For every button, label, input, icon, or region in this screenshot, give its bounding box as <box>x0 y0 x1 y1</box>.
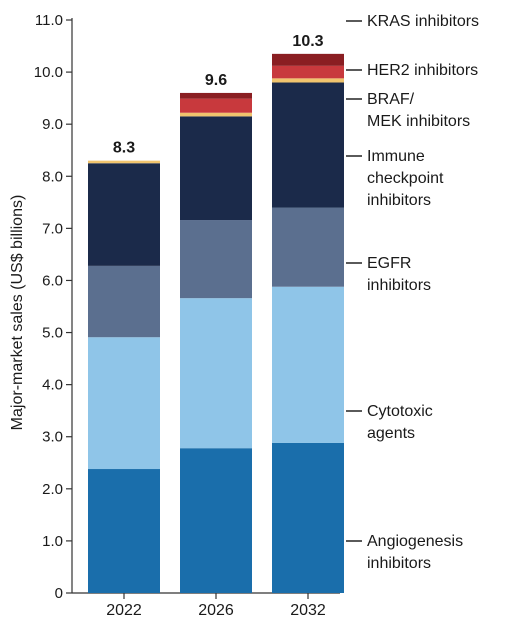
y-tick-label: 2.0 <box>42 481 63 498</box>
legend-label: MEK inhibitors <box>367 113 470 130</box>
legend-label: BRAF/ <box>367 91 415 108</box>
axes: 0 1.0 2.0 3.0 4.0 5.0 6.0 7.0 8.0 9.0 10.0 11.0 2022… <box>34 12 340 619</box>
bar-segment <box>272 82 344 208</box>
bar-segment <box>88 337 160 470</box>
bar-segment <box>180 98 252 113</box>
legend-label: inhibitors <box>367 192 431 209</box>
x-tick-label: 2026 <box>198 602 234 619</box>
y-tick-label: 6.0 <box>42 272 63 289</box>
bar-total-label: 9.6 <box>205 72 227 89</box>
y-tick-label: 1.0 <box>42 533 63 550</box>
bar-segment <box>272 53 344 66</box>
y-tick-label: 0 <box>55 585 63 602</box>
legend-label: Cytotoxic <box>367 403 433 420</box>
bar-segment <box>272 65 344 79</box>
x-tick-label: 2022 <box>106 602 142 619</box>
legend-label: inhibitors <box>367 555 431 572</box>
bar-segment <box>88 163 160 266</box>
legend-label: checkpoint <box>367 170 444 187</box>
legend-label: inhibitors <box>367 277 431 294</box>
y-tick-label: 11.0 <box>35 12 63 29</box>
bar-total-label: 10.3 <box>292 33 323 50</box>
legend-label: Immune <box>367 148 425 165</box>
bar-segment <box>88 265 160 338</box>
bar-segment <box>180 220 252 299</box>
bar-segment <box>180 448 252 593</box>
bars: 8.3 9.6 10.3 <box>88 33 344 593</box>
y-axis-label-group: Major-market sales (US$ billions) <box>9 195 26 431</box>
y-tick-label: 7.0 <box>42 220 63 237</box>
bar-segment <box>180 112 252 117</box>
legend-label: HER2 inhibitors <box>367 62 478 79</box>
y-tick-label: 8.0 <box>42 168 63 185</box>
y-tick-label: 3.0 <box>42 429 63 446</box>
bar-segment <box>272 442 344 593</box>
y-tick-label: 5.0 <box>42 325 63 342</box>
legend-label: Angiogenesis <box>367 533 463 550</box>
bar-segment <box>272 207 344 287</box>
bar-total-label: 8.3 <box>113 140 135 157</box>
y-tick-label: 9.0 <box>42 116 63 133</box>
y-axis-label: Major-market sales (US$ billions) <box>9 195 26 431</box>
bar-segment <box>180 298 252 449</box>
bar-segment <box>88 160 160 164</box>
bar-segment <box>272 78 344 83</box>
bar-segment <box>272 286 344 443</box>
legend-label: EGFR <box>367 255 411 272</box>
legend-label: agents <box>367 425 415 442</box>
y-tick-label: 4.0 <box>42 377 63 394</box>
legend: KRAS inhibitors HER2 inhibitors BRAF/MEK i… <box>346 13 479 572</box>
bar-segment <box>180 92 252 99</box>
bar-segment <box>180 116 252 221</box>
x-tick-label: 2032 <box>290 602 326 619</box>
y-tick-label: 10.0 <box>34 64 63 81</box>
bar-segment <box>88 469 160 593</box>
legend-label: KRAS inhibitors <box>367 13 479 30</box>
